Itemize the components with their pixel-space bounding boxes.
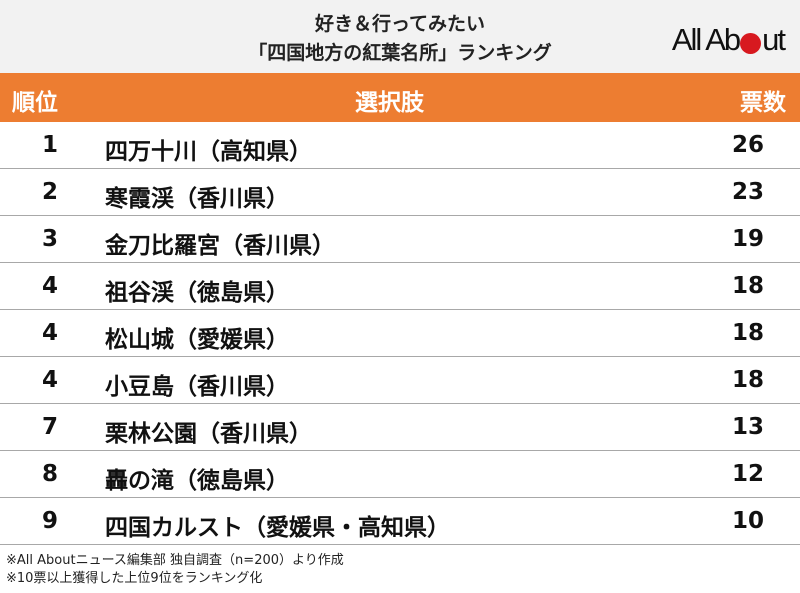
votes-cell: 12 [731, 461, 764, 487]
footer-note-1: ※All Aboutニュース編集部 独自調査（n=200）より作成 [6, 553, 344, 568]
choice-cell: 小豆島（香川県） [105, 374, 289, 400]
rank-cell: 3 [41, 226, 58, 252]
table-row: 4 松山城（愛媛県） 18 [0, 310, 800, 357]
rank-cell: 8 [41, 461, 58, 487]
table-row: 9 四国カルスト（愛媛県・高知県） 10 [0, 498, 800, 545]
choice-cell: 轟の滝（徳島県） [105, 468, 289, 494]
votes-cell: 10 [731, 508, 764, 534]
rank-cell: 9 [41, 508, 58, 534]
votes-cell: 23 [731, 179, 764, 205]
choice-cell: 四万十川（高知県） [105, 139, 312, 165]
title-line-1: 好き＆行ってみたい [314, 13, 486, 35]
choice-cell: 金刀比羅宮（香川県） [105, 233, 335, 259]
rank-cell: 2 [41, 179, 58, 205]
all-about-logo: All Ab ut [671, 22, 786, 57]
rank-cell: 1 [41, 132, 58, 158]
table-row: 1 四万十川（高知県） 26 [0, 122, 800, 169]
votes-cell: 26 [731, 132, 764, 158]
table-row: 3 金刀比羅宮（香川県） 19 [0, 216, 800, 263]
votes-cell: 19 [731, 226, 764, 252]
table-row: 4 祖谷渓（徳島県） 18 [0, 263, 800, 310]
table-header: 順位 選択肢 票数 [0, 73, 800, 122]
table-row: 2 寒霞渓（香川県） 23 [0, 169, 800, 216]
title-area: 好き＆行ってみたい 「四国地方の紅葉名所」ランキング All Ab ut [0, 0, 800, 73]
rank-cell: 4 [41, 273, 58, 299]
votes-cell: 18 [731, 320, 764, 346]
column-rank: 順位 [12, 90, 58, 116]
choice-cell: 祖谷渓（徳島県） [105, 280, 289, 306]
rank-cell: 4 [41, 320, 58, 346]
choice-cell: 松山城（愛媛県） [105, 327, 289, 353]
column-votes: 票数 [740, 90, 786, 116]
table-row: 7 栗林公園（香川県） 13 [0, 404, 800, 451]
logo-red-circle-icon [740, 32, 762, 54]
ranking-table: 1 四万十川（高知県） 26 2 寒霞渓（香川県） 23 3 金刀比羅宮（香川県） 19 4 祖谷渓… [0, 122, 800, 545]
table-row: 4 小豆島（香川県） 18 [0, 357, 800, 404]
footer-note-2: ※10票以上獲得した上位9位をランキング化 [6, 571, 263, 586]
votes-cell: 18 [731, 367, 764, 393]
column-choice: 選択肢 [355, 90, 424, 116]
footer-notes: ※All Aboutニュース編集部 独自調査（n=200）より作成 ※10票以上… [6, 552, 344, 588]
table-row: 8 轟の滝（徳島県） 12 [0, 451, 800, 498]
choice-cell: 栗林公園（香川県） [105, 421, 312, 447]
rank-cell: 7 [41, 414, 58, 440]
rank-cell: 4 [41, 367, 58, 393]
votes-cell: 13 [731, 414, 764, 440]
title-line-2: 「四国地方の紅葉名所」ランキング [248, 42, 552, 64]
choice-cell: 四国カルスト（愛媛県・高知県） [105, 515, 450, 541]
votes-cell: 18 [731, 273, 764, 299]
choice-cell: 寒霞渓（香川県） [105, 186, 289, 212]
